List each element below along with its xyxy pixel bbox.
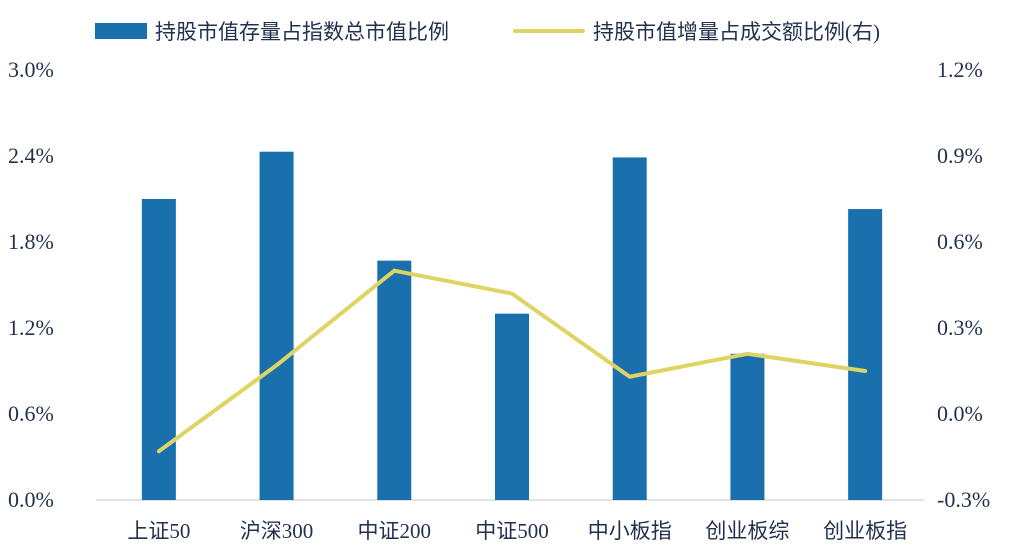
bar <box>141 199 176 500</box>
bar <box>259 151 294 500</box>
right-axis-tick: 0.6% <box>937 229 983 254</box>
bar <box>377 260 412 500</box>
x-axis-category-label: 沪深300 <box>240 519 314 543</box>
left-axis-tick: 0.0% <box>8 487 54 512</box>
left-axis-tick: 1.2% <box>8 315 54 340</box>
legend-line-label: 持股市值增量占成交额比例(右) <box>593 20 880 44</box>
bar-series-swatch-icon <box>95 23 147 39</box>
right-axis-tick: 0.0% <box>937 401 983 426</box>
legend-item-line: 持股市值增量占成交额比例(右) <box>513 16 880 46</box>
right-axis-tick: 1.2% <box>937 57 983 82</box>
bar <box>730 353 765 500</box>
x-axis-category-label: 创业板指 <box>823 519 907 543</box>
right-axis-tick: -0.3% <box>937 487 990 512</box>
x-axis-category-label: 创业板综 <box>705 519 789 543</box>
left-axis-tick: 1.8% <box>8 229 54 254</box>
left-axis-tick: 2.4% <box>8 143 54 168</box>
bar <box>612 157 647 500</box>
line-series <box>156 268 868 454</box>
bar <box>848 209 883 501</box>
x-axis-category-label: 中证200 <box>358 519 432 543</box>
right-axis-tick: 0.3% <box>937 315 983 340</box>
left-axis-tick: 0.6% <box>8 401 54 426</box>
bar <box>495 313 529 500</box>
left-axis-tick: 3.0% <box>8 57 54 82</box>
right-axis-tick: 0.9% <box>937 143 983 168</box>
x-axis-category-label: 中证500 <box>475 519 549 543</box>
legend: 持股市值存量占指数总市值比例 持股市值增量占成交额比例(右) <box>95 16 880 46</box>
legend-item-bar: 持股市值存量占指数总市值比例 <box>95 16 449 46</box>
x-axis-category-label: 上证50 <box>127 519 190 543</box>
legend-bar-label: 持股市值存量占指数总市值比例 <box>155 20 449 44</box>
line-series-swatch-icon <box>513 29 585 33</box>
x-axis-category-label: 中小板指 <box>588 519 672 543</box>
